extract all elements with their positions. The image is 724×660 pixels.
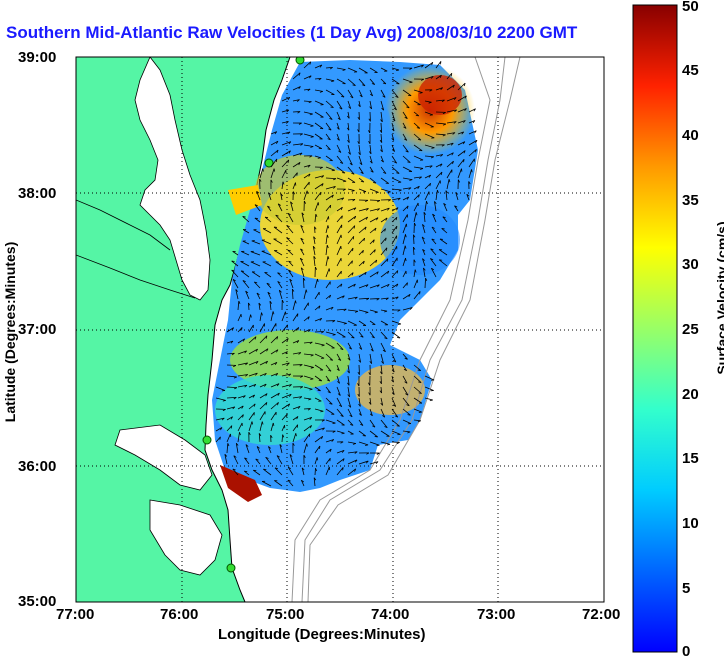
colorbar-tick-label: 20 <box>682 386 699 403</box>
y-tick-label: 38:00 <box>18 185 56 202</box>
colorbar-tick-label: 30 <box>682 256 699 273</box>
velocity-arrow-head <box>408 415 411 416</box>
colorbar-tick-label: 35 <box>682 192 699 209</box>
x-tick-label: 73:00 <box>477 606 515 623</box>
station-marker <box>227 564 235 572</box>
x-tick-label: 74:00 <box>371 606 409 623</box>
velocity-arrow-head <box>265 217 268 218</box>
y-tick-label: 35:00 <box>18 593 56 610</box>
velocity-arrow-head <box>274 169 275 172</box>
colorbar-tick-label: 5 <box>682 580 690 597</box>
velocity-arrow <box>370 200 380 201</box>
velocity-arrow-head <box>296 433 297 436</box>
colorbar-tick-label: 50 <box>682 0 699 15</box>
x-tick-label: 72:00 <box>582 606 620 623</box>
x-axis-label: Longitude (Degrees:Minutes) <box>218 626 426 643</box>
y-axis-label: Latitude (Degrees:Minutes) <box>2 222 18 442</box>
velocity-arrow-head <box>386 248 387 251</box>
colorbar-gradient <box>633 5 677 652</box>
velocity-arrow-head <box>361 181 364 182</box>
y-tick-label: 37:00 <box>18 321 56 338</box>
station-marker <box>203 436 211 444</box>
velocity-arrow-head <box>343 467 344 470</box>
velocity-arrow-head <box>330 205 331 208</box>
velocity-arrow-head <box>333 423 336 424</box>
colorbar-tick-label: 45 <box>682 62 699 79</box>
x-tick-label: 75:00 <box>266 606 304 623</box>
x-tick-label: 76:00 <box>160 606 198 623</box>
velocity-arrow-head <box>252 422 253 425</box>
velocity-arrow-head <box>397 426 400 427</box>
y-tick-label: 39:00 <box>18 49 56 66</box>
velocity-arrow-head <box>244 471 247 472</box>
velocity-arrow-head <box>307 191 308 194</box>
colorbar <box>633 5 677 652</box>
colorbar-tick-label: 0 <box>682 643 690 660</box>
colorbar-tick-label: 10 <box>682 515 699 532</box>
x-tick-label: 77:00 <box>56 606 94 623</box>
colorbar-tick-label: 15 <box>682 450 699 467</box>
velocity-arrow-head <box>377 445 380 446</box>
velocity-arrow-head <box>317 457 318 460</box>
velocity-arrow-head <box>387 444 390 445</box>
colorbar-tick-label: 25 <box>682 321 699 338</box>
map-plot-area <box>76 56 604 602</box>
velocity-arrow-head <box>406 258 407 261</box>
velocity-arrow-head <box>439 260 442 261</box>
velocity-arrow-head <box>416 115 419 116</box>
velocity-arrow-head <box>398 324 401 325</box>
velocity-arrow-head <box>409 82 412 83</box>
velocity-arrow-head <box>365 445 368 446</box>
velocity-arrow-head <box>297 173 298 176</box>
velocity-arrow-head <box>430 400 433 401</box>
y-tick-label: 36:00 <box>18 458 56 475</box>
velocity-arrow-head <box>420 291 421 294</box>
colorbar-label: Surface Velocity (cm/s) <box>714 188 724 408</box>
colorbar-tick-label: 40 <box>682 127 699 144</box>
velocity-arrow-head <box>418 370 421 371</box>
